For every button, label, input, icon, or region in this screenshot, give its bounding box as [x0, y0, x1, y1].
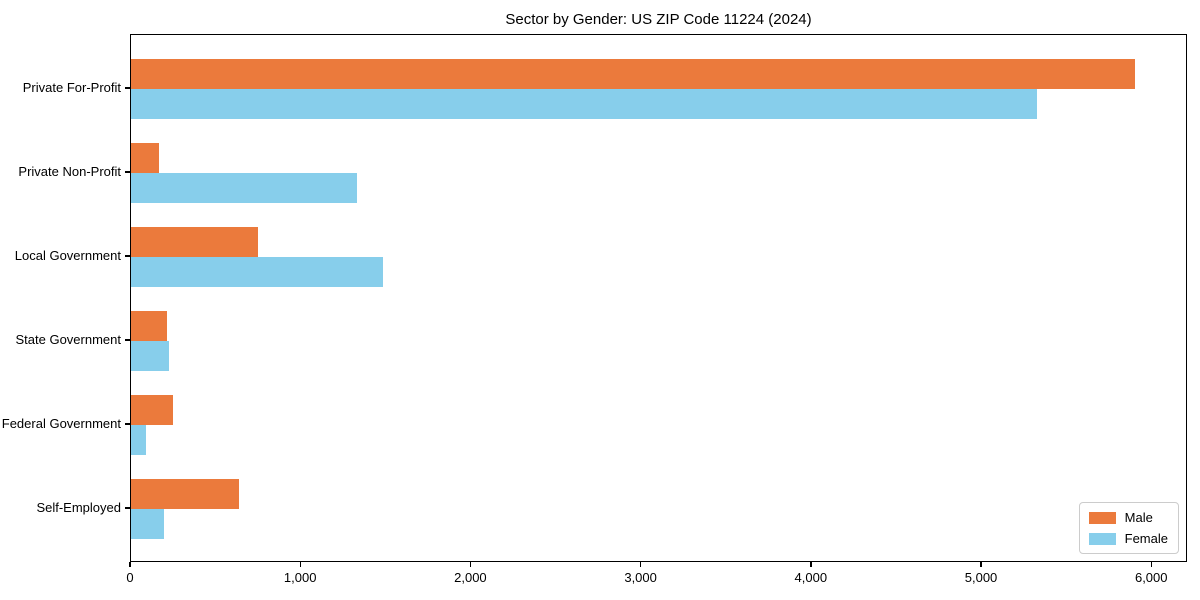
y-tick-self-employed [125, 507, 130, 509]
legend-swatch-female-icon [1088, 532, 1116, 545]
bar-female-local-government [131, 257, 383, 287]
y-tick-private-non-profit [125, 171, 130, 173]
bar-male-self-employed [131, 479, 240, 509]
x-tick-label-1000: 1,000 [283, 570, 317, 585]
legend-entry-female: Female [1088, 531, 1168, 546]
x-tick-2000 [469, 562, 472, 567]
bar-male-private-for-profit [131, 59, 1136, 89]
bar-female-federal-government [131, 425, 147, 455]
x-tick-label-0: 0 [126, 570, 134, 585]
x-tick-label-6000: 6,000 [1134, 570, 1168, 585]
x-tick-label-2000: 2,000 [454, 570, 487, 585]
y-tick-state-government [125, 339, 130, 341]
y-tick-label-self-employed: Self-Employed [36, 500, 121, 515]
legend: Male Female [1078, 502, 1179, 554]
y-tick-label-local-government: Local Government [14, 248, 121, 263]
bar-female-private-non-profit [131, 173, 358, 203]
x-tick-label-5000: 5,000 [964, 570, 998, 585]
bar-male-state-government [131, 311, 167, 341]
y-tick-label-private-for-profit: Private For-Profit [22, 80, 121, 95]
y-tick-label-federal-government: Federal Government [1, 416, 121, 431]
bar-female-state-government [131, 341, 170, 371]
x-tick-label-4000: 4,000 [794, 570, 828, 585]
legend-entry-male: Male [1088, 510, 1168, 525]
x-tick-4000 [810, 562, 812, 567]
bar-male-federal-government [131, 395, 173, 425]
y-tick-local-government [125, 255, 130, 257]
legend-label-female: Female [1124, 531, 1168, 546]
y-tick-private-for-profit [125, 87, 130, 89]
x-tick-3000 [639, 562, 642, 567]
y-tick-label-private-non-profit: Private Non-Profit [18, 164, 121, 179]
y-tick-label-state-government: State Government [15, 332, 122, 347]
bar-male-private-non-profit [131, 143, 160, 173]
x-tick-0 [129, 562, 131, 567]
x-tick-6000 [1150, 562, 1152, 567]
x-tick-1000 [299, 562, 301, 567]
bar-female-self-employed [131, 509, 165, 539]
x-tick-5000 [980, 562, 982, 567]
x-tick-label-3000: 3,000 [624, 570, 657, 585]
legend-label-male: Male [1124, 510, 1153, 525]
bar-male-local-government [131, 227, 258, 257]
legend-swatch-male-icon [1088, 511, 1116, 524]
chart-title: Sector by Gender: US ZIP Code 11224 (202… [505, 11, 812, 28]
y-tick-federal-government [125, 423, 130, 425]
plot-area: Male Female [130, 34, 1187, 562]
bar-female-private-for-profit [131, 89, 1038, 119]
